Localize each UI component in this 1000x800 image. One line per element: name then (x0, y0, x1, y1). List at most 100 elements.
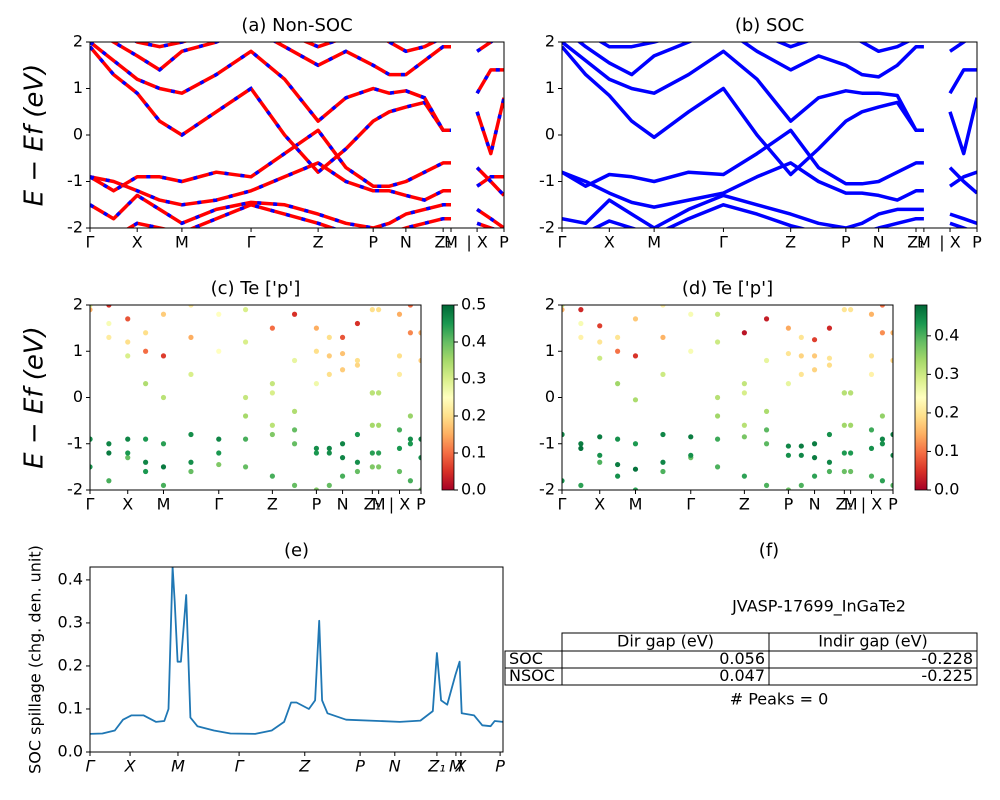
projection-dot (396, 311, 403, 317)
projection-dot (597, 459, 603, 465)
x-tick-label: Γ (558, 495, 567, 514)
colorbar-tick-label: 0.4 (934, 325, 959, 344)
projection-dot (354, 431, 361, 438)
projection-dot (339, 473, 346, 479)
x-tick-label: M (372, 495, 386, 514)
projection-dot (879, 441, 886, 447)
x-tick-label: P (888, 495, 898, 514)
panel-title: (d) Te ['p'] (682, 278, 773, 299)
projection-dot (313, 487, 320, 490)
x-tick-label: M (647, 233, 661, 252)
projection-dot (125, 339, 131, 345)
x-tick-label: M (171, 757, 185, 776)
projection-dot (160, 441, 167, 447)
projection-dot (396, 445, 403, 451)
projection-dot (868, 427, 875, 433)
projection-dot (879, 330, 886, 336)
colorbar-tick-label: 0.0 (461, 480, 486, 499)
projection-dot (242, 307, 249, 313)
projection-dot (125, 436, 131, 442)
projection-dot (291, 441, 298, 447)
colorbar (914, 304, 928, 491)
x-tick-label: X (122, 495, 133, 514)
projection-dot (578, 320, 584, 327)
projection-dot (615, 334, 621, 340)
projection-dot (841, 390, 847, 396)
projection-dot (242, 464, 249, 470)
projection-dot (369, 390, 375, 396)
projection-dot (188, 371, 194, 377)
projection-dot (339, 441, 346, 447)
y-tick-label: 1 (545, 341, 555, 360)
x-tick-label: Z₁ (427, 757, 445, 776)
projection-dot (269, 381, 275, 387)
projection-dot (418, 487, 421, 490)
x-tick-label: P (499, 233, 509, 252)
material-id: JVASP-17699_InGaTe2 (731, 597, 906, 617)
projection-dot (632, 353, 639, 359)
colorbar-tick-label: 0.3 (461, 369, 486, 388)
colorbar-tick-label: 0.0 (934, 480, 959, 499)
projection-dot (313, 450, 320, 456)
projection-dot (407, 436, 414, 442)
colorbar-tick-label: 0.2 (934, 402, 959, 421)
projection-dot (313, 381, 320, 387)
table-value: -0.225 (921, 666, 973, 685)
projection-dot (688, 434, 694, 440)
projection-dot (106, 450, 112, 456)
projection-dot (143, 348, 149, 354)
colorbar (441, 304, 455, 491)
y-axis-label: E − Ef (eV) (20, 326, 50, 469)
x-tick-label: Γ (86, 757, 96, 776)
projection-dot (615, 381, 621, 387)
y-tick-label: -1 (539, 433, 555, 452)
panel-title: (f) (759, 540, 779, 561)
projection-dot (326, 353, 332, 359)
projection-dot (326, 371, 332, 377)
y-tick-label: -1 (67, 171, 83, 190)
x-tick-label: N (389, 757, 401, 776)
projection-dot (785, 452, 792, 458)
y-tick-label: -1 (539, 171, 555, 190)
projection-dot (578, 482, 584, 488)
projection-dot (106, 305, 112, 308)
colorbar-tick-label: 0.3 (934, 364, 959, 383)
x-tick-label: N (337, 495, 349, 514)
projection-dot (326, 334, 332, 340)
projection-dot (90, 464, 93, 470)
projection-dot (798, 371, 804, 377)
x-tick-label: Γ (247, 233, 256, 252)
projection-dot (339, 455, 346, 461)
colorbar-tick-label: 0.1 (934, 441, 959, 460)
colorbar-tick-label: 0.1 (461, 443, 486, 462)
y-tick-label: 0.4 (58, 569, 83, 588)
x-tick-label: P (312, 495, 322, 514)
projection-dot (597, 339, 603, 345)
y-tick-label: 1 (73, 341, 83, 360)
panel-title: (a) Non-SOC (241, 15, 352, 36)
projection-dot (376, 390, 382, 396)
projection-dot (90, 436, 93, 442)
projection-dot (106, 441, 112, 447)
x-tick-label: Γ (86, 233, 95, 252)
projection-dot (87, 289, 92, 294)
projection-dot (848, 422, 854, 428)
projection-dot (763, 441, 770, 447)
projection-dot (714, 413, 721, 419)
projection-dot (879, 436, 886, 442)
projection-dot (216, 461, 222, 468)
projection-dot (741, 422, 747, 428)
projection-dot (369, 464, 375, 470)
projection-dot (562, 478, 565, 484)
projection-dot (407, 441, 414, 447)
band-line (90, 128, 504, 197)
axes-frame (89, 566, 504, 753)
table-cell (768, 667, 978, 686)
projection-dot (418, 293, 423, 298)
projection-dot (106, 478, 112, 484)
x-tick-label: P (495, 757, 505, 776)
band-line (125, 203, 497, 228)
projection-dot (578, 445, 584, 451)
y-tick-label: 0 (545, 125, 555, 144)
projection-dot (354, 362, 361, 368)
